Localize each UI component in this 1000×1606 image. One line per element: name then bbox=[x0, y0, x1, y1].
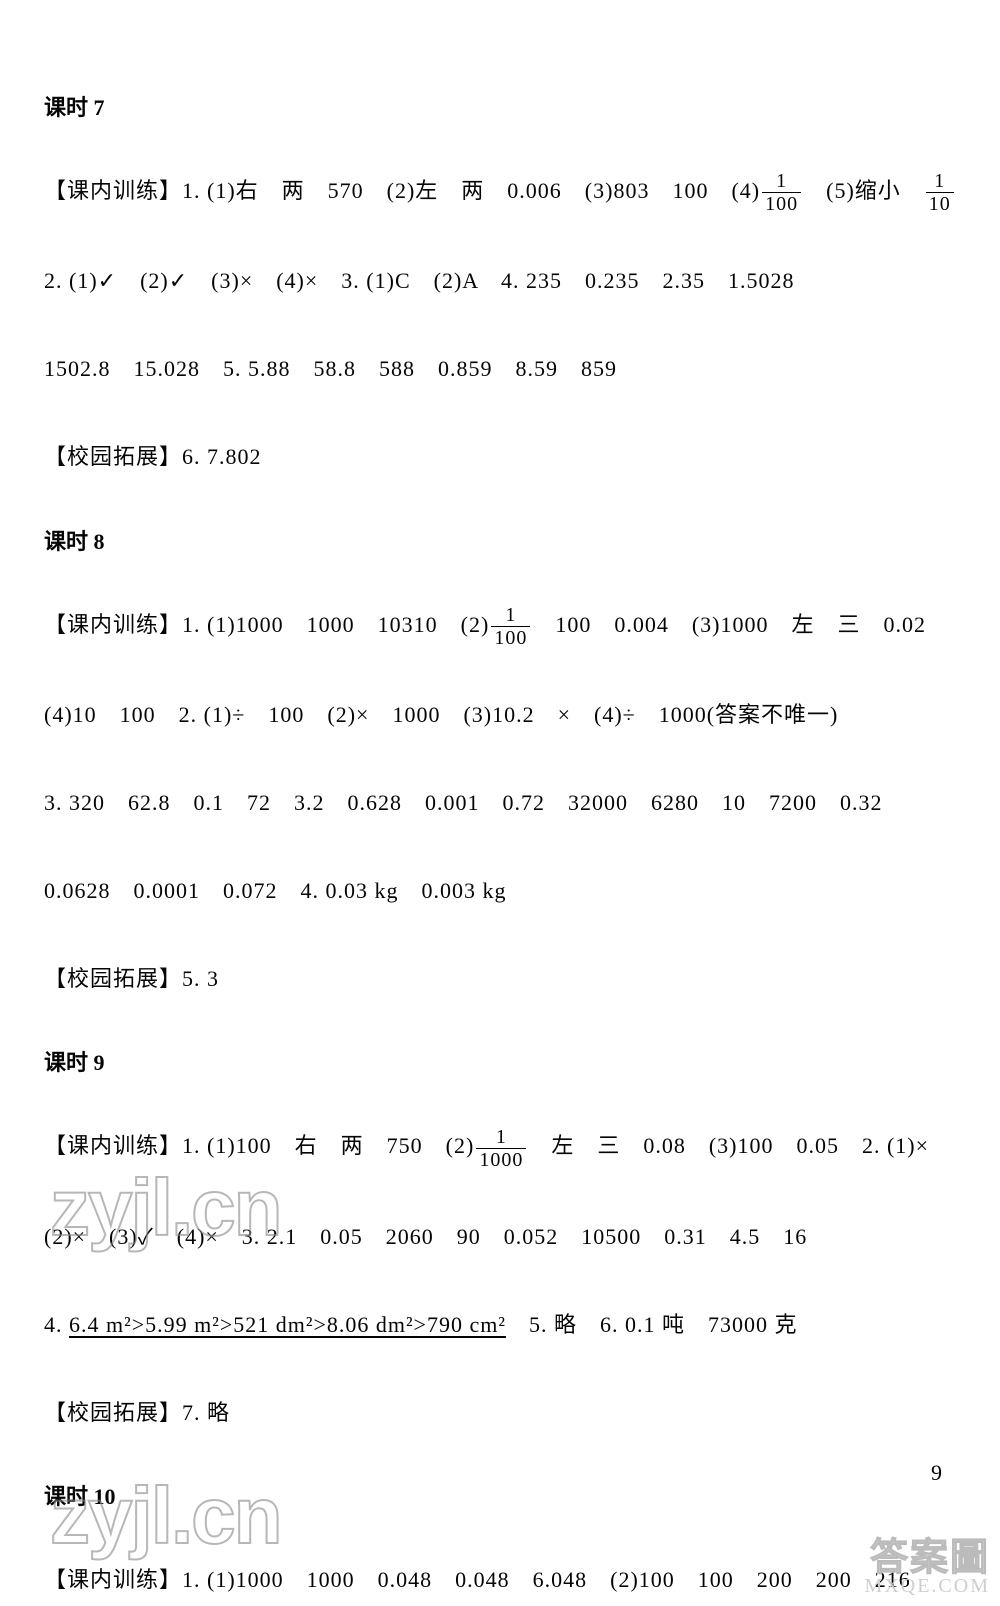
lesson9-line4: 【校园拓展】7. 略 bbox=[44, 1392, 956, 1434]
watermark-1: zyjl.cn bbox=[50, 1162, 281, 1254]
corner-watermark: 答案圖 MXQE.COM bbox=[865, 1526, 990, 1598]
lesson8-title: 课时 8 bbox=[44, 524, 956, 556]
lesson9-line3: 4. 6.4 m²>5.99 m²>521 dm²>8.06 dm²>790 c… bbox=[44, 1304, 956, 1346]
lesson8-line4: 0.0628 0.0001 0.072 4. 0.03 kg 0.003 kg bbox=[44, 870, 956, 912]
fraction-1-1000: 11000 bbox=[476, 1127, 526, 1170]
text: 【课内训练】1. (1)100 右 两 750 (2) bbox=[44, 1133, 474, 1158]
text: 【课内训练】1. (1)1000 1000 10310 (2) bbox=[44, 612, 489, 637]
text: 5. 略 6. 0.1 吨 73000 克 bbox=[506, 1312, 798, 1337]
lesson8-line2: (4)10 100 2. (1)÷ 100 (2)× 1000 (3)10.2 … bbox=[44, 694, 956, 736]
lesson9-title: 课时 9 bbox=[44, 1045, 956, 1077]
corner-cn: 答案圖 bbox=[865, 1526, 990, 1581]
text: 左 三 0.08 (3)100 0.05 2. (1)× bbox=[528, 1133, 929, 1158]
lesson7-line2: 2. (1)✓ (2)✓ (3)× (4)× 3. (1)C (2)A 4. 2… bbox=[44, 260, 956, 302]
fraction-1-100: 1100 bbox=[762, 171, 801, 214]
text: 【课内训练】1. (1)右 两 570 (2)左 两 0.006 (3)803 … bbox=[44, 178, 760, 203]
lesson7-line3: 1502.8 15.028 5. 5.88 58.8 588 0.859 8.5… bbox=[44, 348, 956, 390]
watermark-2: zyjl.cn bbox=[50, 1470, 281, 1562]
lesson8-line5: 【校园拓展】5. 3 bbox=[44, 958, 956, 1000]
underlined-comparison: 6.4 m²>5.99 m²>521 dm²>8.06 dm²>790 cm² bbox=[69, 1312, 506, 1337]
text: (5)缩小 bbox=[803, 178, 924, 203]
lesson10-line1: 【课内训练】1. (1)1000 1000 0.048 0.048 6.048 … bbox=[44, 1559, 956, 1601]
corner-en: MXQE.COM bbox=[865, 1575, 990, 1598]
lesson7-title: 课时 7 bbox=[44, 90, 956, 122]
lesson7-line4: 【校园拓展】6. 7.802 bbox=[44, 436, 956, 478]
lesson8-line3: 3. 320 62.8 0.1 72 3.2 0.628 0.001 0.72 … bbox=[44, 782, 956, 824]
page-number: 9 bbox=[931, 1460, 942, 1486]
fraction-1-10: 110 bbox=[926, 171, 954, 214]
fraction-1-100: 1100 bbox=[491, 605, 530, 648]
lesson7-line1: 【课内训练】1. (1)右 两 570 (2)左 两 0.006 (3)803 … bbox=[44, 170, 956, 214]
lesson8-line1: 【课内训练】1. (1)1000 1000 10310 (2)1100 100 … bbox=[44, 604, 956, 648]
text: 4. bbox=[44, 1312, 69, 1337]
text: 100 0.004 (3)1000 左 三 0.02 bbox=[532, 612, 926, 637]
